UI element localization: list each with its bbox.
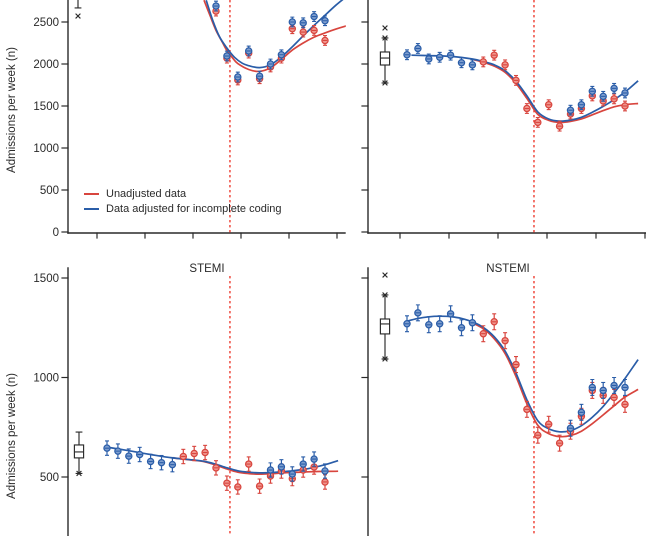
y-axis-label-bottom: Admissions per week (n): [6, 373, 18, 499]
svg-text:1000: 1000: [33, 373, 59, 385]
legend: Unadjusted data Data adjusted for incomp…: [84, 186, 282, 216]
panel-title-stemi: STEMI: [189, 263, 225, 275]
svg-text:1500: 1500: [33, 101, 59, 113]
y-axis-label-top: Admissions per week (n): [6, 47, 18, 173]
svg-text:500: 500: [40, 185, 59, 197]
legend-label-adjusted: Data adjusted for incomplete coding: [106, 202, 282, 215]
legend-item-unadjusted: Unadjusted data: [84, 186, 282, 201]
legend-item-adjusted: Data adjusted for incomplete coding: [84, 201, 282, 216]
legend-swatch-adjusted-line: [84, 207, 99, 210]
svg-text:2000: 2000: [33, 59, 59, 71]
svg-text:1500: 1500: [33, 273, 59, 285]
svg-text:500: 500: [40, 472, 59, 484]
legend-swatch-unadjusted-line: [84, 192, 99, 195]
svg-text:0: 0: [53, 227, 59, 239]
svg-text:1000: 1000: [33, 143, 59, 155]
svg-text:2500: 2500: [33, 17, 59, 29]
legend-label-unadjusted: Unadjusted data: [106, 187, 187, 200]
panel-title-nstemi: NSTEMI: [486, 263, 530, 275]
